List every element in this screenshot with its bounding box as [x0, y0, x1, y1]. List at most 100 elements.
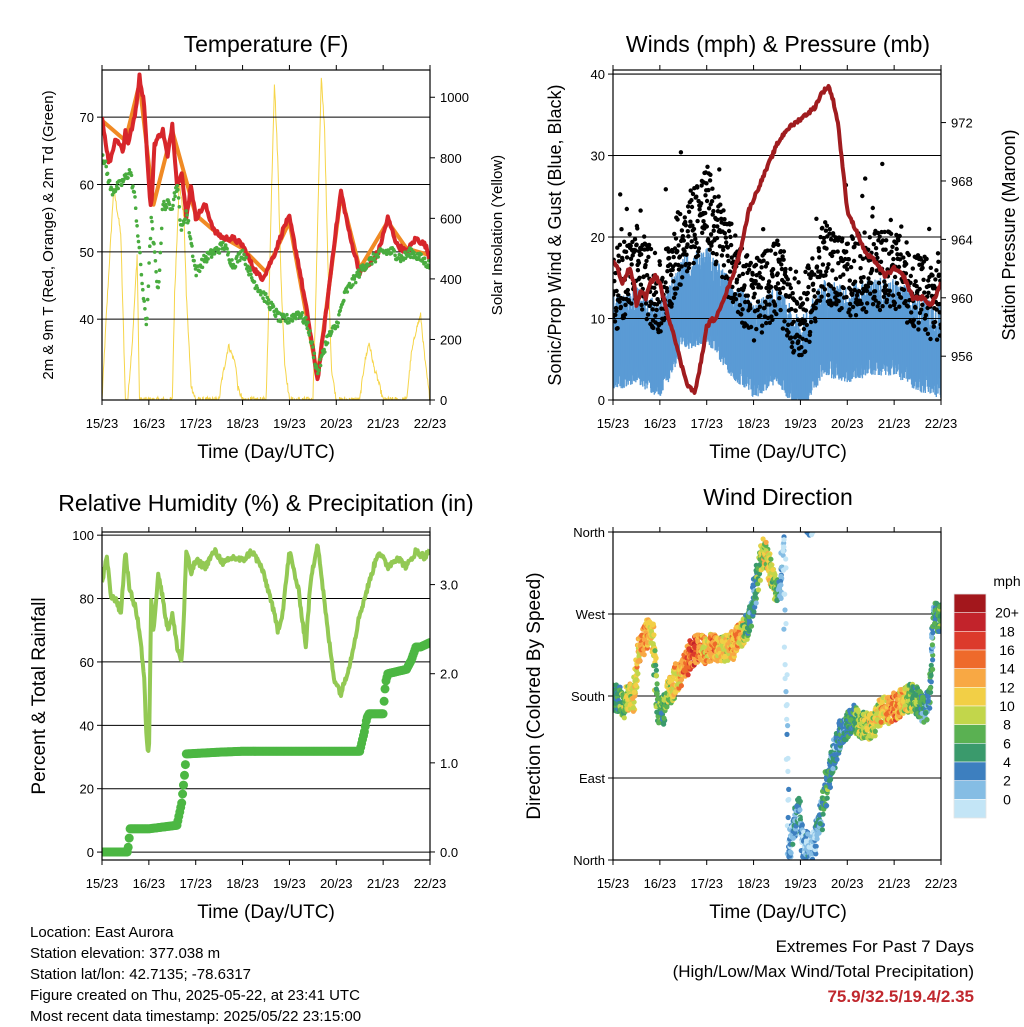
dewpoint-point: [146, 298, 150, 302]
direction-point: [654, 673, 659, 678]
wind-gust-point: [747, 268, 751, 272]
dewpoint-point: [358, 272, 362, 276]
wind-gust-point: [879, 260, 883, 264]
x-tick-label: 17/23: [179, 416, 212, 431]
wind-gust-point: [686, 229, 690, 233]
wind-gust-point: [695, 185, 699, 189]
dewpoint-point: [106, 172, 110, 176]
wind-gust-point: [911, 266, 915, 270]
wind-gust-point: [794, 309, 798, 313]
wind-gust-point: [815, 264, 819, 268]
dewpoint-point: [351, 283, 355, 287]
wind-gust-point: [924, 313, 928, 317]
dewpoint-point: [136, 234, 140, 238]
dewpoint-point: [185, 213, 189, 217]
wind-gust-point: [823, 287, 827, 291]
dewpoint-point: [423, 256, 427, 260]
dewpoint-point: [178, 218, 182, 222]
direction-point: [784, 717, 789, 722]
wind-gust-point: [734, 297, 738, 301]
x-tick-label: 20/23: [320, 876, 353, 891]
direction-point: [810, 857, 815, 862]
humidity-title: Relative Humidity (%) & Precipitation (i…: [58, 490, 473, 516]
wind-gust-point: [703, 211, 707, 215]
wind-gust-point: [918, 287, 922, 291]
wind-gust-point: [848, 313, 852, 317]
wind-gust-point: [683, 215, 687, 219]
wind-gust-point: [710, 187, 714, 191]
dewpoint-point: [145, 317, 149, 321]
dewpoint-point: [104, 165, 108, 169]
direction-point: [784, 757, 789, 762]
wind-gust-point: [893, 301, 897, 305]
wind-gust-point: [873, 289, 877, 293]
dewpoint-point: [291, 319, 295, 323]
wind-gust-point: [688, 220, 692, 224]
wind-gust-point: [826, 262, 830, 266]
direction-point: [791, 836, 796, 841]
wind-gust-point: [929, 266, 933, 270]
wind-gust-point: [760, 324, 764, 328]
wind-gust-point: [808, 330, 812, 334]
dewpoint-point: [201, 266, 205, 270]
wind-gust-point: [753, 292, 757, 296]
wind-gust-point: [838, 292, 842, 296]
dewpoint-point: [279, 320, 283, 324]
dewpoint-point: [191, 254, 195, 258]
direction-point: [749, 624, 754, 629]
wind-gust-point: [614, 289, 618, 293]
wind-gust-point: [721, 248, 725, 252]
wind-gust-point: [700, 231, 704, 235]
wind-gust-point: [670, 302, 674, 306]
wind-gust-point: [742, 283, 746, 287]
dewpoint-point: [160, 227, 164, 231]
wind-gust-point: [724, 235, 728, 239]
direction-point: [653, 656, 658, 661]
dewpoint-point: [336, 321, 340, 325]
dewpoint-point: [310, 340, 314, 344]
wind-gust-point: [899, 296, 903, 300]
wind-gust-point: [823, 273, 827, 277]
wind-gust-point: [681, 234, 685, 238]
wind-gust-point: [613, 313, 617, 317]
wind-gust-point: [789, 335, 793, 339]
wind-gust-point: [724, 240, 728, 244]
wind-gust-point: [714, 260, 718, 264]
wind-gust-point: [807, 266, 811, 270]
direction-point: [825, 796, 830, 801]
precipitation-point: [380, 697, 389, 706]
wind-gust-point: [870, 267, 874, 271]
dewpoint-point: [148, 244, 152, 248]
wind-gust-point: [775, 239, 779, 243]
dewpoint-point: [151, 227, 155, 231]
y2-tick-label: 1.0: [440, 756, 458, 771]
wind-gust-point: [836, 249, 840, 253]
y-tick-label: 40: [80, 312, 94, 327]
wind-gust-point: [752, 338, 756, 342]
x-tick-label: 20/23: [320, 416, 353, 431]
y-tick-label: 70: [80, 110, 94, 125]
dewpoint-point: [393, 249, 397, 253]
wind-gust-point: [872, 242, 876, 246]
wind-gust-point: [679, 150, 683, 154]
wind-gust-point: [646, 312, 650, 316]
direction-point: [782, 592, 787, 597]
wind-gust-point: [673, 292, 677, 296]
wind-gust-point: [933, 320, 937, 324]
dewpoint-point: [145, 323, 149, 327]
wind-gust-point: [769, 248, 773, 252]
direction-point: [830, 766, 835, 771]
wind-gust-point: [643, 263, 647, 267]
wind-gust-point: [791, 291, 795, 295]
wind-gust-point: [860, 194, 864, 198]
humidity-precip-panel: Relative Humidity (%) & Precipitation (i…: [29, 490, 474, 923]
wind-gust-point: [898, 234, 902, 238]
precipitation-point: [177, 799, 186, 808]
wind-gust-point: [880, 162, 884, 166]
wind-gust-point: [909, 274, 913, 278]
direction-point: [784, 732, 789, 737]
wind-gust-point: [936, 260, 940, 264]
wind-gust-point: [705, 199, 709, 203]
wind-gust-point: [623, 303, 627, 307]
dewpoint-point: [171, 207, 175, 211]
